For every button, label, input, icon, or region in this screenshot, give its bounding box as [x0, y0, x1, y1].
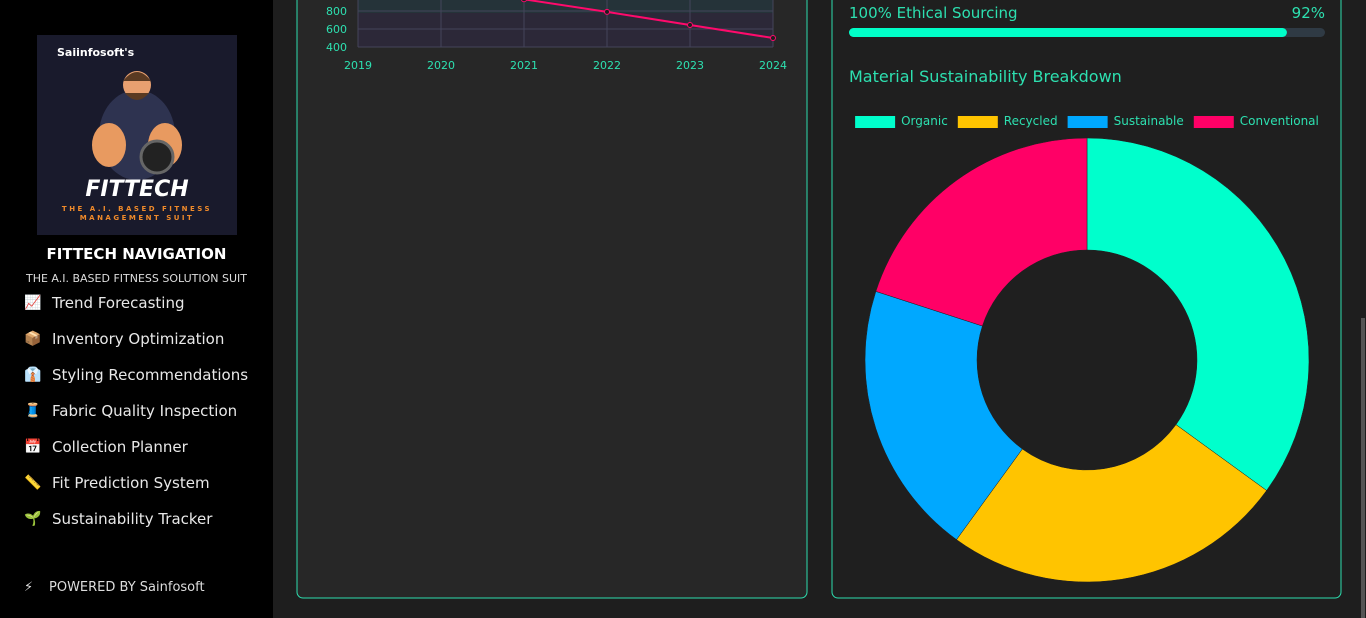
legend-label: Sustainable: [1114, 114, 1184, 128]
footer-text: POWERED BY Sainfosoft: [49, 580, 205, 595]
legend-swatch: [957, 116, 998, 128]
x-tick-label: 2019: [344, 59, 372, 72]
progress-label: 100% Ethical Sourcing: [849, 4, 1018, 22]
point: [687, 21, 693, 28]
legend-label: Organic: [901, 114, 948, 128]
nav-subtitle: THE A.I. BASED FITNESS SOLUTION SUIT: [25, 272, 248, 285]
nav-icon: 📦: [24, 331, 42, 347]
nav-icon: 📅: [24, 439, 42, 455]
x-tick-label: 2021: [510, 59, 538, 72]
legend-swatch: [855, 116, 896, 128]
logo-name: FITTECH: [85, 177, 189, 202]
progress-fill: [849, 28, 1287, 37]
logo-art: [92, 71, 182, 180]
x-tick-label: 2023: [676, 59, 704, 72]
legend-label: Recycled: [1004, 114, 1058, 128]
nav-item[interactable]: 👔 Styling Recommendations: [24, 357, 248, 393]
x-tick-label: 2020: [427, 59, 455, 72]
nav-title: FITTECH NAVIGATION: [46, 245, 227, 263]
y-tick-label: 800: [326, 5, 347, 18]
y-tick-label: 400: [326, 41, 347, 54]
progress-value: 92%: [1292, 4, 1325, 22]
nav-label: Styling Recommendations: [52, 366, 249, 384]
nav-label: Fabric Quality Inspection: [52, 402, 238, 420]
line: [523, 0, 774, 39]
donut-segment: [875, 137, 1088, 327]
donut-segment: [956, 424, 1267, 583]
y-tick-label: 600: [326, 23, 347, 36]
footer: ⚡ POWERED BY Sainfosoft: [24, 580, 205, 595]
logo: Saiinfosoft's FITTECH THE A.I. BASED FIT…: [37, 35, 237, 235]
nav-icon: 📏: [24, 475, 42, 491]
nav-item[interactable]: 🌱 Sustainability Tracker: [24, 501, 212, 537]
left-panel: [296, 0, 808, 599]
point: [770, 35, 776, 41]
nav-item[interactable]: 📅 Collection Planner: [24, 429, 188, 465]
sidebar: Saiinfosoft's FITTECH THE A.I. BASED FIT…: [0, 0, 273, 618]
nav-label: Trend Forecasting: [52, 294, 185, 312]
legend-label: Conventional: [1240, 114, 1319, 128]
nav-list: 📈 Trend Forecasting 📦 Inventory Optimizatio…: [0, 291, 273, 559]
nav-icon: 🌱: [24, 511, 42, 527]
logo-tagline: THE A.I. BASED FITNESS MANAGEMENT SUIT: [61, 205, 213, 222]
x-tick-label: 2024: [759, 59, 787, 72]
nav-icon: 🧵: [24, 403, 42, 419]
nav-label: Fit Prediction System: [52, 474, 210, 492]
nav-item[interactable]: 📈 Trend Forecasting: [24, 291, 185, 321]
x-tick-label: 2022: [593, 59, 621, 72]
point: [604, 8, 610, 15]
footer-icon: ⚡: [24, 580, 34, 595]
legend-swatch: [1193, 116, 1234, 128]
legend-swatch: [1067, 116, 1108, 128]
nav-item[interactable]: 📦 Inventory Optimization: [24, 321, 224, 357]
logo-brand: Saiinfosoft's: [57, 46, 135, 59]
nav-item[interactable]: 🧵 Fabric Quality Inspection: [24, 393, 237, 429]
nav-icon: 👔: [24, 367, 42, 383]
nav-icon: 📈: [24, 295, 42, 311]
donut-segment: [864, 291, 1023, 540]
nav-label: Inventory Optimization: [52, 330, 225, 348]
section-title: Material Sustainability Breakdown: [849, 67, 1122, 86]
nav-label: Collection Planner: [52, 438, 188, 456]
point: [521, 0, 527, 3]
scrollbar: [1361, 318, 1365, 618]
nav-item[interactable]: 📏 Fit Prediction System: [24, 465, 210, 501]
nav-label: Sustainability Tracker: [52, 510, 213, 528]
donut-segment: [1086, 137, 1310, 491]
main-area: 400 600 800 2019 2020 2021 2022 2023 2024 100% Et…: [296, 0, 1365, 618]
